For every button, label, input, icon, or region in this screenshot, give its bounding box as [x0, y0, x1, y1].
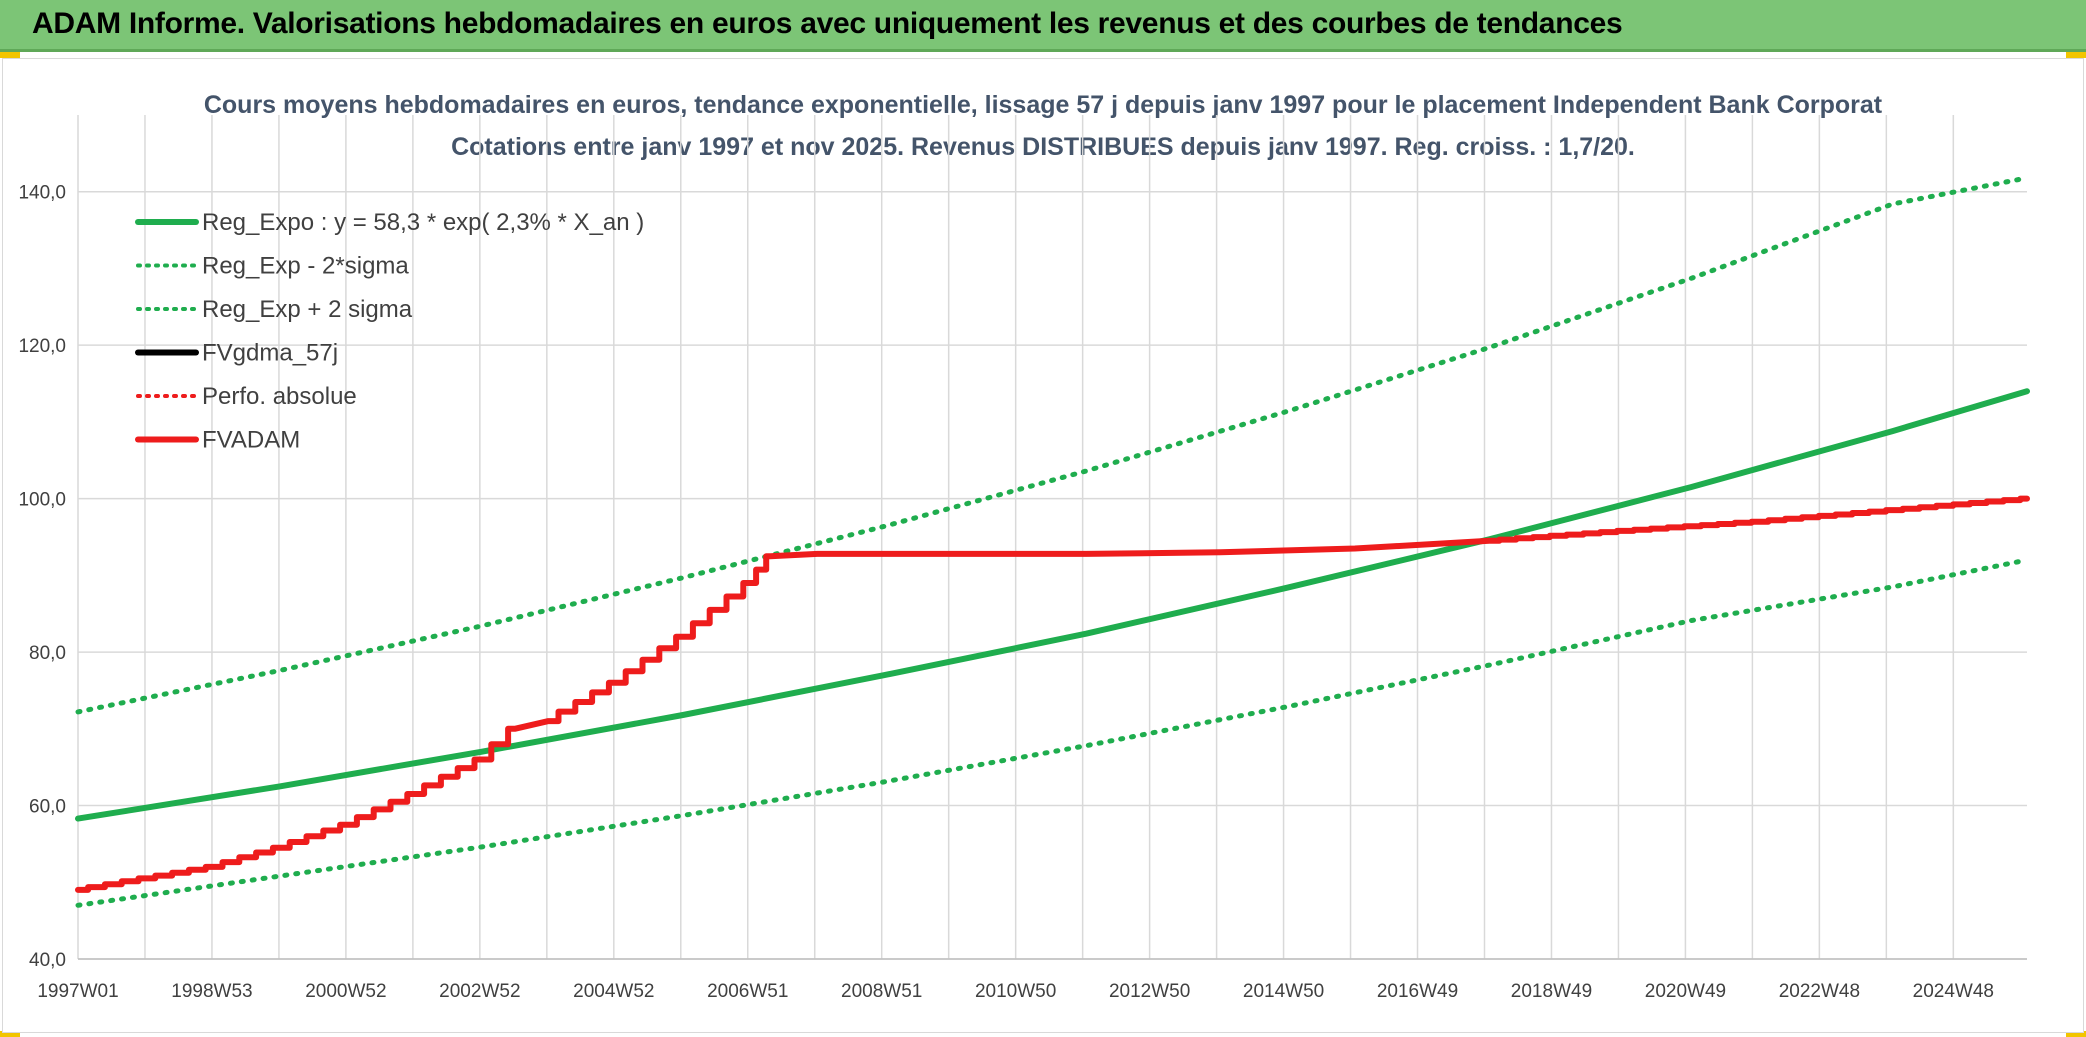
x-tick-label: 2000W52: [305, 981, 386, 1002]
legend-label: Reg_Expo : y = 58,3 * exp( 2,3% * X_an ): [202, 209, 644, 236]
legend-label: FVADAM: [202, 427, 300, 454]
y-tick-label: 40,0: [29, 950, 66, 971]
corner-marker-bottom-right: [2066, 1031, 2086, 1037]
corner-marker-bottom-left: [0, 1031, 20, 1037]
report-title: ADAM Informe. Valorisations hebdomadaire…: [32, 7, 1623, 40]
series-line-5: [75, 495, 2030, 893]
chart-area: [2, 58, 2084, 1033]
chart-title: Cours moyens hebdomadaires en euros, ten…: [204, 91, 1883, 119]
x-tick-label: 2016W49: [1377, 981, 1458, 1002]
x-tick-label: 2018W49: [1511, 981, 1592, 1002]
legend-label: FVgdma_57j: [202, 340, 338, 367]
y-tick-label: 100,0: [18, 490, 66, 511]
x-tick-label: 1997W01: [37, 981, 118, 1002]
corner-marker-top-left: [0, 52, 20, 58]
x-tick-label: 2006W51: [707, 981, 788, 1002]
series-line-0: [75, 388, 2030, 822]
y-tick-label: 80,0: [29, 643, 66, 664]
y-tick-label: 140,0: [18, 183, 66, 204]
x-tick-label: 1998W53: [171, 981, 252, 1002]
report-banner: ADAM Informe. Valorisations hebdomadaire…: [0, 0, 2086, 52]
chart-subtitle: Cotations entre janv 1997 et nov 2025. R…: [451, 133, 1635, 161]
x-tick-label: 2022W48: [1779, 981, 1860, 1002]
x-tick-label: 2002W52: [439, 981, 520, 1002]
series-line-1: [75, 557, 2030, 908]
x-tick-label: 2014W50: [1243, 981, 1324, 1002]
x-tick-label: 2012W50: [1109, 981, 1190, 1002]
y-tick-label: 120,0: [18, 336, 66, 357]
series-line-2: [75, 175, 2030, 715]
x-tick-label: 2008W51: [841, 981, 922, 1002]
y-tick-label: 60,0: [29, 797, 66, 818]
legend-label: Reg_Exp + 2 sigma: [202, 296, 413, 323]
x-tick-label: 2024W48: [1913, 981, 1994, 1002]
x-tick-label: 2004W52: [573, 981, 654, 1002]
legend-label: Perfo. absolue: [202, 383, 357, 410]
x-tick-label: 2020W49: [1645, 981, 1726, 1002]
corner-marker-top-right: [2066, 52, 2086, 58]
x-tick-label: 2010W50: [975, 981, 1056, 1002]
legend-label: Reg_Exp - 2*sigma: [202, 253, 409, 280]
